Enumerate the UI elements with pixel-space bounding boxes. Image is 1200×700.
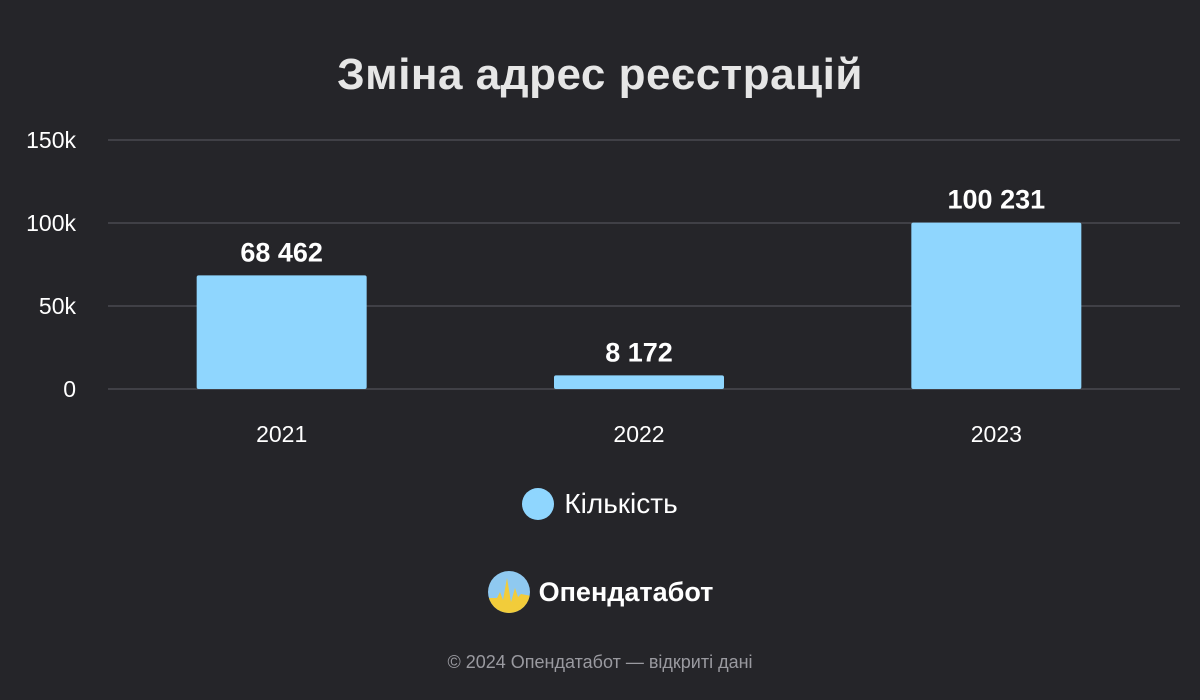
x-axis-ticks: 2021 2022 2023 xyxy=(256,421,1022,447)
footer-copyright: © 2024 Опендатабот — відкриті дані xyxy=(447,652,753,672)
data-labels: 68 462 8 172 100 231 xyxy=(238,183,1047,370)
legend: Кількість xyxy=(0,488,1200,520)
chart-title: Зміна адрес реєстрацій xyxy=(337,50,863,99)
y-tick-label: 0 xyxy=(63,376,76,402)
data-label-2022: 8 172 xyxy=(605,337,673,367)
bar-2022 xyxy=(554,375,724,389)
legend-label: Кількість xyxy=(564,488,678,519)
data-label-2023: 100 231 xyxy=(948,185,1046,215)
data-label-2021: 68 462 xyxy=(240,237,323,267)
bars xyxy=(196,222,1082,389)
y-tick-label: 50k xyxy=(39,293,77,319)
bar-2021 xyxy=(196,275,367,389)
y-tick-label: 100k xyxy=(26,210,76,236)
brand-name: Опендатабот xyxy=(538,576,714,607)
brand-logo: Опендатабот xyxy=(0,570,1200,614)
bar-chart: 0 50k 100k 150k 68 462 8 172 100 231 2021 2022… xyxy=(26,127,1180,447)
legend-swatch xyxy=(522,488,555,520)
x-tick-label-2021: 2021 xyxy=(256,421,307,447)
x-tick-label-2022: 2022 xyxy=(613,421,664,447)
x-tick-label-2023: 2023 xyxy=(971,421,1022,447)
y-axis-ticks: 0 50k 100k 150k xyxy=(26,127,76,402)
bar-2023 xyxy=(911,222,1082,389)
y-tick-label: 150k xyxy=(26,127,76,153)
opendatabot-logo-icon xyxy=(487,571,530,613)
